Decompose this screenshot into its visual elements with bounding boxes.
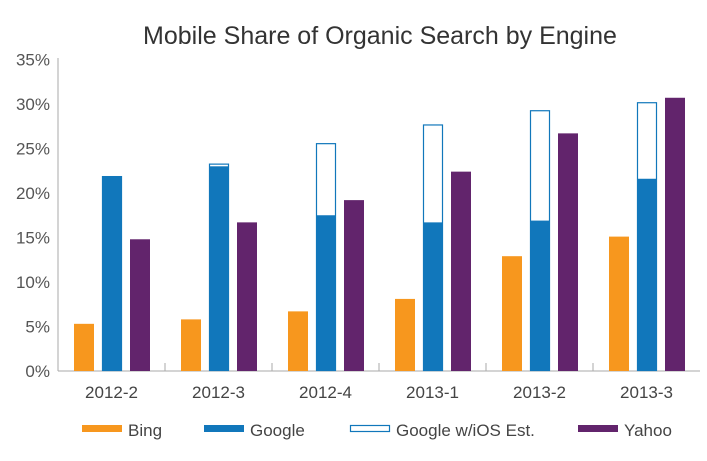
y-tick-label: 20%	[16, 184, 50, 203]
y-tick-label: 10%	[16, 273, 50, 292]
bar-yahoo	[451, 171, 471, 371]
y-tick-label: 5%	[25, 318, 50, 337]
bar-google	[637, 178, 657, 371]
bar-yahoo	[237, 222, 257, 371]
legend-swatch	[349, 424, 391, 433]
x-tick-label: 2013-1	[406, 383, 459, 402]
legend-swatch	[204, 425, 244, 432]
legend-swatch	[578, 425, 618, 432]
bar-bing	[74, 323, 94, 371]
bar-yahoo	[344, 200, 364, 371]
bar-yahoo	[665, 97, 685, 372]
x-tick-label: 2012-3	[192, 383, 245, 402]
x-tick-label: 2012-2	[85, 383, 138, 402]
bar-bing	[288, 311, 308, 371]
x-tick-label: 2013-2	[513, 383, 566, 402]
bar-bing	[502, 256, 522, 371]
bar-google	[102, 176, 122, 371]
bar-bing	[395, 298, 415, 371]
legend-swatch	[82, 425, 122, 432]
bar-google	[530, 220, 550, 371]
y-tick-label: 35%	[16, 51, 50, 70]
bar-yahoo	[558, 133, 578, 371]
legend-label: Google	[250, 421, 305, 440]
bar-google	[316, 215, 336, 371]
x-tick-label: 2013-3	[620, 383, 673, 402]
x-tick-label: 2012-4	[299, 383, 352, 402]
chart-title: Mobile Share of Organic Search by Engine	[143, 22, 617, 50]
bar-bing	[181, 319, 201, 371]
y-tick-label: 30%	[16, 95, 50, 114]
bar-yahoo	[130, 239, 150, 371]
bar-google	[423, 222, 443, 371]
y-tick-label: 0%	[25, 362, 50, 381]
bar-bing	[609, 236, 629, 371]
y-tick-label: 25%	[16, 140, 50, 159]
legend-label: Yahoo	[624, 421, 672, 440]
legend-label: Bing	[128, 421, 162, 440]
bar-google	[209, 166, 229, 371]
legend-label: Google w/iOS Est.	[396, 421, 535, 440]
y-tick-label: 15%	[16, 229, 50, 248]
